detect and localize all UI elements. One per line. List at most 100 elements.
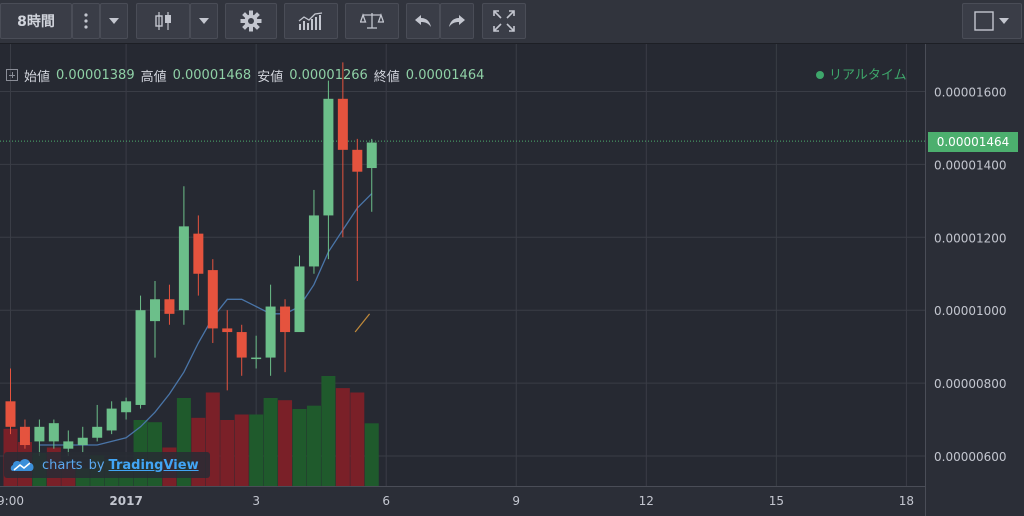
x-tick-label: 18 — [899, 494, 914, 508]
candle-body — [280, 306, 291, 333]
realtime-indicator: リアルタイム — [816, 64, 907, 83]
chart-type-button[interactable] — [136, 3, 190, 39]
candle-body — [92, 426, 103, 438]
candle-body — [251, 357, 262, 360]
volume-bar — [249, 414, 264, 486]
low-value: 0.00001266 — [289, 67, 368, 83]
y-tick-label: 0.00000800 — [934, 377, 1007, 391]
x-tick-label: 6 — [382, 494, 390, 508]
compare-button[interactable] — [345, 3, 399, 39]
volume-bar — [321, 376, 336, 486]
realtime-label: リアルタイム — [829, 68, 907, 83]
ohlc-legend: 始値 0.00001389 高値 0.00001468 安値 0.0000126… — [6, 66, 485, 85]
candle-body — [294, 266, 305, 333]
candle-body — [323, 98, 334, 216]
caret-down-icon — [109, 18, 119, 24]
plot-background — [0, 44, 925, 486]
y-tick-label: 0.00001400 — [934, 158, 1007, 172]
candle-body — [366, 142, 377, 169]
redo-button[interactable] — [440, 3, 474, 39]
candle-body — [106, 408, 117, 431]
candle-body — [236, 332, 247, 358]
tradingview-cloud-icon — [10, 459, 34, 471]
fullscreen-button[interactable] — [482, 3, 526, 39]
candle-body — [164, 299, 175, 314]
moving-average-line — [39, 193, 373, 446]
y-tick-label: 0.00001000 — [934, 304, 1007, 318]
time-axis-panel — [0, 486, 925, 516]
candle-body — [178, 226, 189, 311]
indicators-icon — [298, 12, 323, 30]
chart-toolbar: 8時間 — [0, 0, 1024, 44]
volume-bar — [292, 409, 307, 486]
x-tick-label: 9 — [512, 494, 520, 508]
volume-bar — [350, 392, 365, 486]
volume-bar — [364, 423, 379, 486]
interval-dropdown-button[interactable] — [100, 3, 128, 39]
candle-body — [77, 437, 88, 446]
candle-body — [150, 299, 160, 322]
candle-body — [5, 401, 16, 427]
more-options-button[interactable] — [72, 3, 100, 39]
close-value: 0.00001464 — [405, 67, 485, 83]
x-tick-label: 2017 — [109, 494, 142, 508]
candle-body — [48, 423, 59, 442]
volume-bar — [278, 400, 293, 486]
high-label: 高値 — [140, 69, 167, 85]
tradingview-watermark[interactable]: charts by TradingView — [4, 452, 210, 478]
last-price-tag: 0.00001464 — [928, 132, 1018, 152]
y-tick-label: 0.00000600 — [934, 450, 1007, 464]
low-label: 安値 — [257, 69, 284, 85]
watermark-charts-text: charts — [42, 457, 83, 473]
gear-icon — [240, 10, 262, 32]
candle-body — [193, 233, 204, 274]
x-tick-label: 9:00 — [0, 494, 24, 508]
volume-bar — [263, 398, 278, 486]
watermark-brand-link[interactable]: TradingView — [108, 457, 199, 473]
volume-bar — [335, 388, 350, 486]
candle-body — [337, 98, 348, 150]
watermark-by-text: by — [88, 457, 105, 473]
candle-body — [222, 328, 233, 333]
candlestick-icon — [155, 12, 171, 30]
candle-body — [19, 426, 30, 446]
candle-body — [135, 310, 146, 405]
settings-button[interactable] — [225, 3, 277, 39]
expand-legend-icon[interactable] — [6, 69, 18, 81]
y-tick-label: 0.00001600 — [934, 86, 1007, 100]
open-label: 始値 — [24, 69, 51, 85]
volume-bar — [220, 420, 235, 486]
layout-button[interactable] — [962, 3, 1022, 39]
candle-body — [352, 149, 363, 172]
square-layout-icon — [974, 11, 1009, 31]
realtime-dot-icon — [816, 71, 824, 79]
open-value: 0.00001389 — [56, 67, 135, 83]
interval-button[interactable]: 8時間 — [0, 3, 72, 39]
chart-type-dropdown-button[interactable] — [190, 3, 218, 39]
candle-body — [121, 401, 132, 413]
price-chart[interactable]: 0.00001600 0.00001400 0.00001200 0.00001000… — [0, 44, 1024, 516]
secondary-indicator-line — [354, 313, 371, 333]
candle-body — [308, 215, 319, 267]
y-tick-label: 0.00001200 — [934, 231, 1007, 245]
x-tick-label: 12 — [639, 494, 654, 508]
vertical-dots-icon — [84, 13, 88, 29]
x-tick-label: 15 — [769, 494, 784, 508]
redo-icon — [449, 15, 465, 27]
x-tick-label: 3 — [252, 494, 260, 508]
candle-body — [34, 426, 45, 442]
price-axis-panel — [926, 44, 1024, 516]
fullscreen-icon — [493, 10, 515, 32]
candle-body — [63, 441, 74, 449]
candle-body — [265, 306, 276, 358]
scales-icon — [360, 13, 384, 29]
volume-bar — [234, 414, 249, 486]
indicators-button[interactable] — [284, 3, 338, 39]
candle-body — [207, 270, 218, 329]
chart-area[interactable]: 0.00001600 0.00001400 0.00001200 0.00001000… — [0, 44, 1024, 516]
high-value: 0.00001468 — [172, 67, 252, 83]
caret-down-icon — [199, 18, 209, 24]
close-label: 終値 — [373, 69, 400, 85]
undo-icon — [415, 15, 431, 27]
undo-button[interactable] — [406, 3, 440, 39]
